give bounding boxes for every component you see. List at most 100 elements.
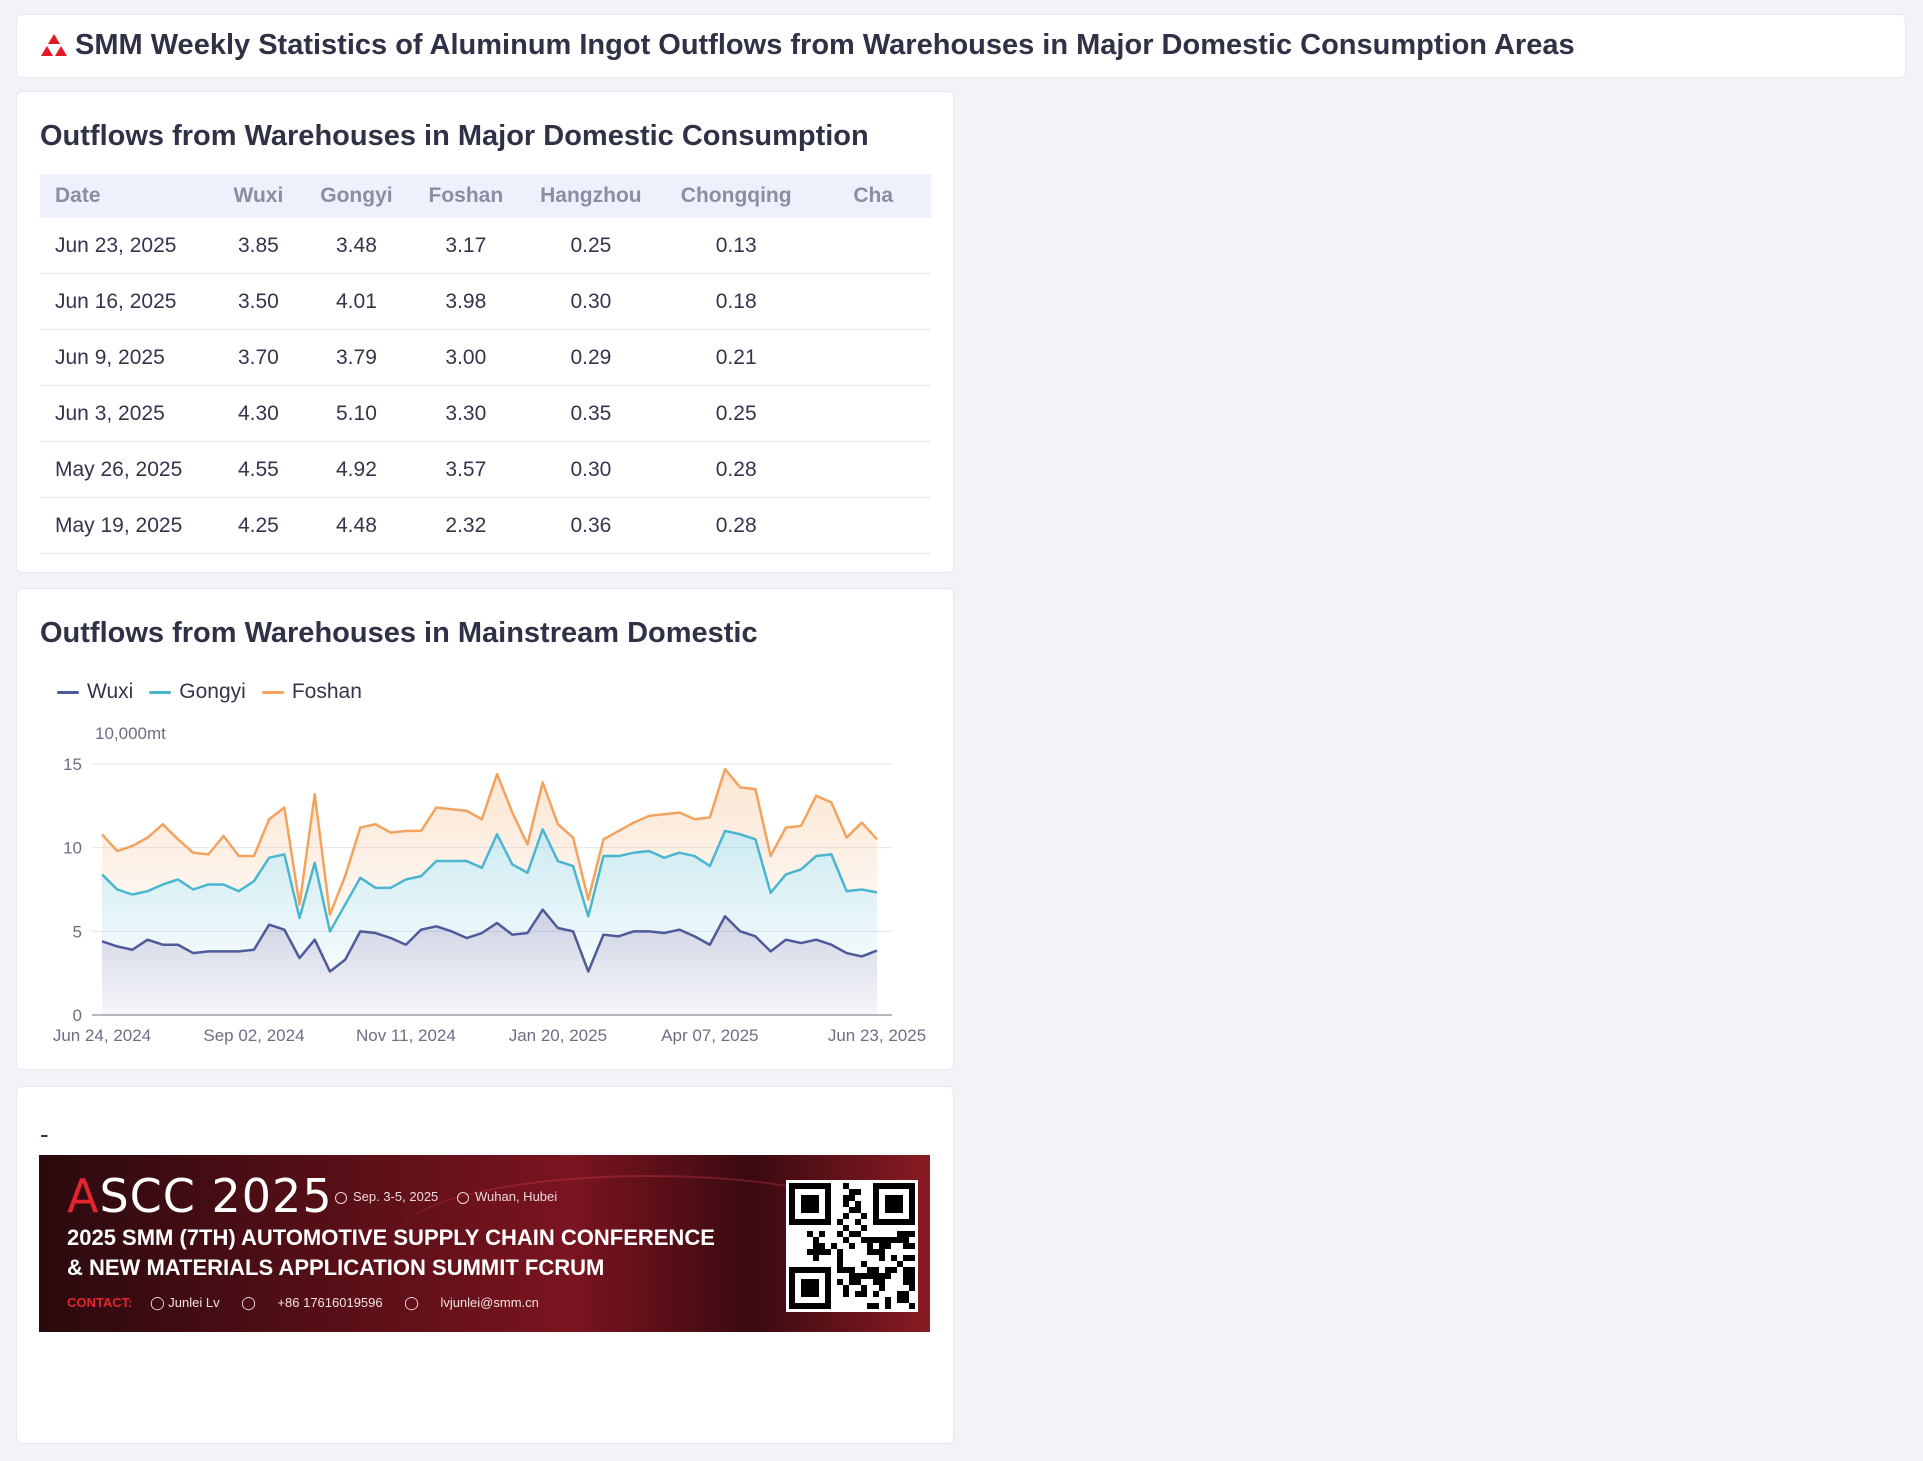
- page-header: SMM Weekly Statistics of Aluminum Ingot …: [16, 14, 1906, 78]
- table-cell: 0.29: [524, 329, 657, 386]
- email-icon: ◯: [404, 1295, 419, 1310]
- table-cell: 0.21: [656, 329, 816, 386]
- y-tick-label: 5: [73, 922, 82, 941]
- table-cell: 3.48: [306, 218, 407, 274]
- calendar-icon: [335, 1191, 347, 1204]
- column-header-1: Wuxi: [210, 174, 307, 218]
- table-cell: 3.00: [406, 329, 525, 386]
- legend-label: Gongyi: [179, 680, 246, 703]
- line-chart: 10,000mt 0 5 10 15 Jun 24, 2024 Sep 02, 2024 No…: [53, 724, 926, 1045]
- table-cell: 4.25: [210, 497, 307, 554]
- legend-label: Wuxi: [87, 680, 134, 703]
- table-header-row: Date Wuxi Gongyi Foshan Hangzhou Chongqing Cha: [40, 174, 931, 218]
- table-cell: 4.55: [210, 441, 307, 498]
- chart-card: Outflows from Warehouses in Mainstream D…: [16, 588, 954, 1070]
- table-cell: 0.28: [656, 497, 816, 554]
- table-row: May 26, 2025 4.55 4.92 3.57 0.30 0.28: [40, 441, 931, 498]
- banner-card: - ASCC 2025 Sep. 3-5, 2025 Wuhan, Hubei …: [16, 1086, 954, 1444]
- table-cell: 3.98: [406, 273, 525, 330]
- table-card-title: Outflows from Warehouses in Major Domest…: [40, 120, 869, 152]
- legend-swatch: [149, 690, 172, 694]
- table-row: Jun 23, 2025 3.85 3.48 3.17 0.25 0.13: [40, 218, 931, 274]
- legend-item-wuxi[interactable]: Wuxi: [57, 680, 133, 704]
- banner-section-dash: -: [40, 1119, 49, 1149]
- table-cell: 0.18: [656, 273, 816, 330]
- table-card: Outflows from Warehouses in Major Domest…: [16, 91, 954, 573]
- table-cell: 5.10: [306, 385, 407, 442]
- chart-legend: Wuxi Gongyi Foshan: [57, 677, 378, 707]
- banner-contact: CONTACT: ◯ Junlei Lv ◯ +86 17616019596 ◯…: [67, 1295, 539, 1310]
- table-cell: 3.70: [210, 329, 307, 386]
- table-cell: 4.92: [306, 441, 407, 498]
- banner-decoration: [399, 1175, 899, 1297]
- table-cell: May 26, 2025: [40, 441, 211, 498]
- series-line-foshan: [101, 767, 878, 916]
- table-cell: 0.25: [524, 218, 657, 274]
- legend-swatch: [57, 690, 79, 694]
- location-pin-icon: [457, 1191, 469, 1204]
- column-header-6: Cha: [815, 174, 931, 218]
- table-cell: 4.30: [210, 385, 307, 442]
- table-cell: 0.25: [656, 385, 816, 442]
- table-cell: 3.85: [210, 218, 307, 274]
- legend-swatch: [261, 690, 284, 694]
- smm-logo-icon: [41, 34, 67, 56]
- table-cell: 4.48: [306, 497, 407, 554]
- table-cell: [815, 497, 931, 554]
- legend-item-gongyi[interactable]: Gongyi: [149, 680, 246, 704]
- table-cell: 3.50: [210, 273, 307, 330]
- qr-code-icon: [786, 1180, 918, 1312]
- banner-headline-1: 2025 SMM (7TH) AUTOMOTIVE SUPPLY CHAIN C…: [67, 1225, 715, 1250]
- column-header-2: Gongyi: [306, 174, 407, 218]
- outflow-table: Date Wuxi Gongyi Foshan Hangzhou Chongqing Cha…: [40, 174, 931, 554]
- table-cell: 0.13: [656, 218, 816, 274]
- table-row: Jun 16, 2025 3.50 4.01 3.98 0.30 0.18: [40, 273, 931, 330]
- table-cell: 0.35: [524, 385, 657, 442]
- table-cell: [815, 273, 931, 330]
- x-tick-label: Jan 20, 2025: [509, 1026, 607, 1045]
- person-icon: ◯: [150, 1295, 165, 1310]
- table-cell: 3.79: [306, 329, 407, 386]
- column-header-3: Foshan: [406, 174, 525, 218]
- legend-label: Foshan: [291, 680, 362, 703]
- column-header-4: Hangzhou: [524, 174, 657, 218]
- table-cell: 0.30: [524, 273, 657, 330]
- event-location: Wuhan, Hubei: [457, 1189, 557, 1204]
- event-date: Sep. 3-5, 2025: [335, 1189, 438, 1204]
- table-cell: [815, 441, 931, 498]
- table-scroll-container[interactable]: Date Wuxi Gongyi Foshan Hangzhou Chongqing Cha…: [40, 174, 931, 554]
- table-cell: 3.30: [406, 385, 525, 442]
- chart-card-title: Outflows from Warehouses in Mainstream D…: [40, 617, 758, 649]
- table-cell: May 19, 2025: [40, 497, 211, 554]
- y-tick-label: 10: [63, 839, 82, 858]
- table-cell: 2.32: [406, 497, 525, 554]
- table-row: Jun 3, 2025 4.30 5.10 3.30 0.35 0.25: [40, 385, 931, 442]
- series-area-wuxi: [102, 909, 877, 1015]
- x-tick-label: Jun 24, 2024: [53, 1026, 151, 1045]
- x-tick-label: Sep 02, 2024: [203, 1026, 304, 1045]
- column-header-5: Chongqing: [656, 174, 816, 218]
- banner-headline-2: & NEW MATERIALS APPLICATION SUMMIT FCRUM: [67, 1255, 605, 1280]
- table-cell: Jun 3, 2025: [40, 385, 211, 442]
- table-cell: [815, 385, 931, 442]
- table-cell: [815, 218, 931, 274]
- table-cell: 3.57: [406, 441, 525, 498]
- phone-icon: ◯: [241, 1295, 256, 1310]
- series-area-gongyi: [102, 829, 877, 972]
- conference-banner[interactable]: ASCC 2025 Sep. 3-5, 2025 Wuhan, Hubei 20…: [39, 1155, 930, 1332]
- table-cell: 0.36: [524, 497, 657, 554]
- legend-item-foshan[interactable]: Foshan: [261, 680, 362, 704]
- y-tick-label: 0: [73, 1006, 82, 1025]
- y-tick-label: 15: [63, 755, 82, 774]
- table-row: Jun 9, 2025 3.70 3.79 3.00 0.29 0.21: [40, 329, 931, 386]
- table-cell: [815, 329, 931, 386]
- ascc-logo: ASCC 2025: [67, 1169, 333, 1223]
- table-cell: 0.28: [656, 441, 816, 498]
- table-cell: Jun 16, 2025: [40, 273, 211, 330]
- x-tick-label: Nov 11, 2024: [356, 1026, 456, 1045]
- table-row: May 19, 2025 4.25 4.48 2.32 0.36 0.28: [40, 497, 931, 554]
- series-line-wuxi: [101, 908, 878, 973]
- y-axis-unit-label: 10,000mt: [95, 724, 166, 743]
- table-body: Jun 23, 2025 3.85 3.48 3.17 0.25 0.13 Jun 16, …: [40, 218, 931, 554]
- series-line-gongyi: [101, 828, 878, 933]
